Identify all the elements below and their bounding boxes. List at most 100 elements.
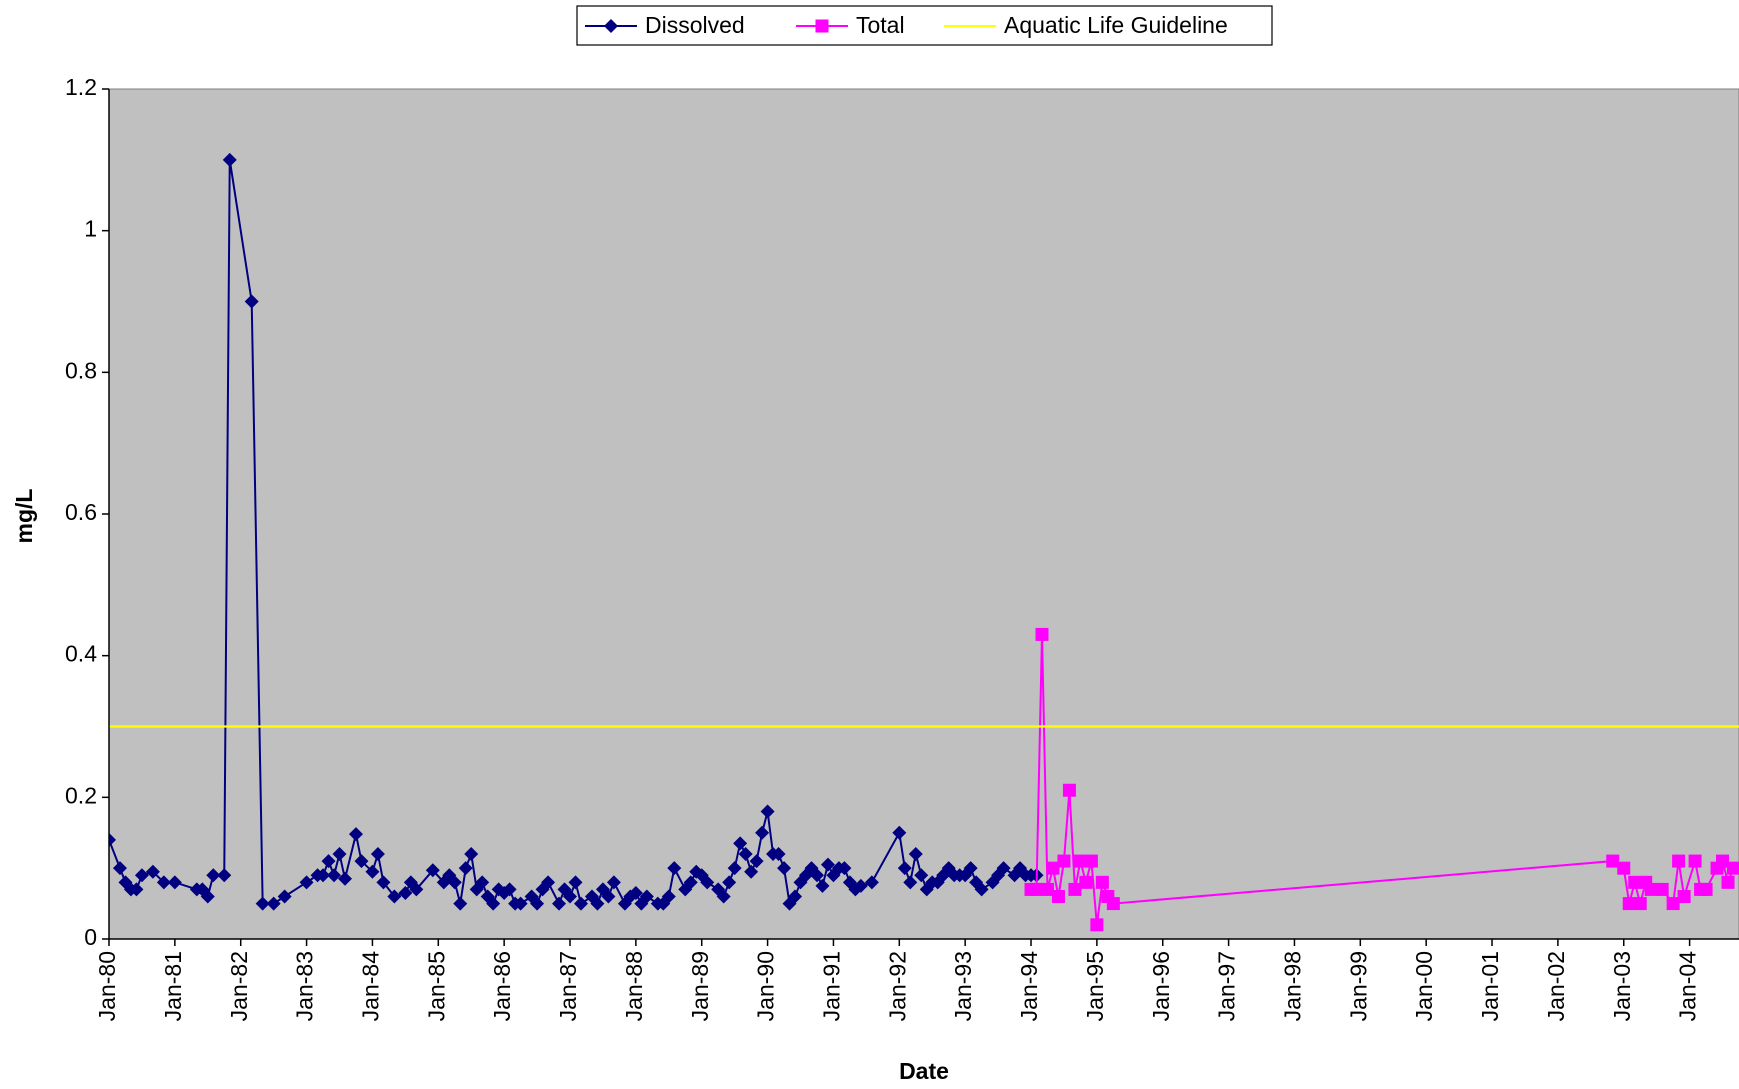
marker: [755, 825, 770, 840]
marker: [1633, 897, 1647, 911]
marker: [1617, 861, 1631, 875]
x-tick-label: Jan-00: [1411, 951, 1437, 1021]
marker: [134, 868, 149, 883]
marker: [167, 875, 182, 890]
marker: [1013, 861, 1028, 876]
marker: [376, 875, 391, 890]
marker: [1688, 854, 1702, 868]
marker: [409, 882, 424, 897]
marker: [1106, 897, 1120, 911]
y-axis-title: mg/L: [11, 489, 37, 544]
marker: [700, 875, 715, 890]
x-tick-label: Jan-04: [1675, 951, 1701, 1022]
y-tick-label: 0: [84, 924, 97, 950]
x-tick-label: Jan-89: [687, 951, 713, 1021]
marker: [513, 896, 528, 911]
marker: [1073, 854, 1087, 868]
marker: [1727, 861, 1739, 875]
marker: [744, 864, 759, 879]
marker: [129, 882, 144, 897]
x-tick-label: Jan-88: [621, 951, 647, 1021]
marker: [661, 889, 676, 904]
x-tick-label: Jan-93: [950, 951, 976, 1021]
marker: [321, 854, 336, 869]
marker: [1606, 854, 1620, 868]
legend: Dissolved Total Aquatic Life Guideline: [585, 12, 1228, 38]
marker: [453, 896, 468, 911]
marker: [809, 868, 824, 883]
marker: [1084, 854, 1098, 868]
x-tick-label: Jan-86: [489, 951, 515, 1021]
x-tick-label: Jan-81: [160, 951, 186, 1021]
marker: [541, 875, 556, 890]
marker: [332, 847, 347, 861]
marker: [820, 857, 835, 872]
marker: [837, 861, 852, 876]
marker: [815, 19, 829, 33]
marker: [145, 864, 160, 879]
marker: [815, 878, 830, 893]
marker: [1035, 627, 1049, 641]
marker: [604, 19, 618, 33]
marker: [727, 861, 742, 876]
marker: [316, 868, 331, 883]
plot-area: [108, 88, 1739, 940]
marker: [1716, 854, 1730, 868]
marker: [1699, 882, 1713, 896]
marker: [908, 847, 923, 861]
marker: [1079, 875, 1093, 889]
legend-box: [576, 5, 1273, 46]
x-tick-label: Jan-99: [1345, 951, 1371, 1021]
marker: [760, 804, 775, 819]
y-tick-label: 1.2: [65, 74, 97, 100]
x-tick-label: Jan-92: [884, 951, 910, 1021]
marker: [387, 889, 402, 904]
y-tick-label: 0.2: [65, 782, 97, 808]
marker: [217, 868, 232, 883]
marker: [348, 827, 363, 842]
marker: [458, 861, 473, 876]
marker: [1672, 854, 1686, 868]
y-tick-label: 1: [84, 216, 97, 242]
marker: [667, 861, 682, 876]
x-tick-label: Jan-80: [94, 951, 120, 1021]
marker: [398, 885, 413, 900]
marker: [568, 875, 583, 890]
marker: [1040, 882, 1054, 896]
plot: [109, 152, 1739, 932]
marker: [590, 896, 605, 911]
marker: [601, 889, 616, 904]
marker: [1046, 861, 1060, 875]
x-tick-label: Jan-90: [753, 951, 779, 1021]
marker: [628, 885, 643, 900]
y-tick-label: 0.4: [65, 641, 97, 667]
x-tick-label: Jan-95: [1082, 951, 1108, 1021]
marker: [266, 896, 281, 911]
marker: [222, 152, 237, 167]
marker: [1622, 897, 1636, 911]
marker: [530, 896, 545, 911]
marker: [996, 861, 1011, 876]
marker: [327, 868, 342, 883]
marker: [109, 832, 116, 847]
marker: [299, 875, 314, 890]
x-tick-label: Jan-83: [292, 951, 318, 1021]
marker: [370, 847, 385, 861]
marker: [864, 875, 879, 890]
marker: [277, 889, 292, 904]
x-tick-label: Jan-02: [1543, 951, 1569, 1021]
x-tick-label: Jan-94: [1016, 951, 1042, 1022]
x-axis-title: Date: [899, 1058, 949, 1084]
marker: [897, 861, 912, 876]
marker: [777, 861, 792, 876]
x-tick-label: Jan-91: [819, 951, 845, 1021]
marker: [722, 875, 737, 890]
marker: [447, 875, 462, 890]
y-tick-label: 0.8: [65, 357, 97, 383]
x-tick-label: Jan-98: [1280, 951, 1306, 1021]
marker: [606, 875, 621, 890]
marker: [963, 861, 978, 876]
marker: [1051, 890, 1065, 903]
marker: [1721, 875, 1735, 889]
marker: [716, 889, 731, 904]
